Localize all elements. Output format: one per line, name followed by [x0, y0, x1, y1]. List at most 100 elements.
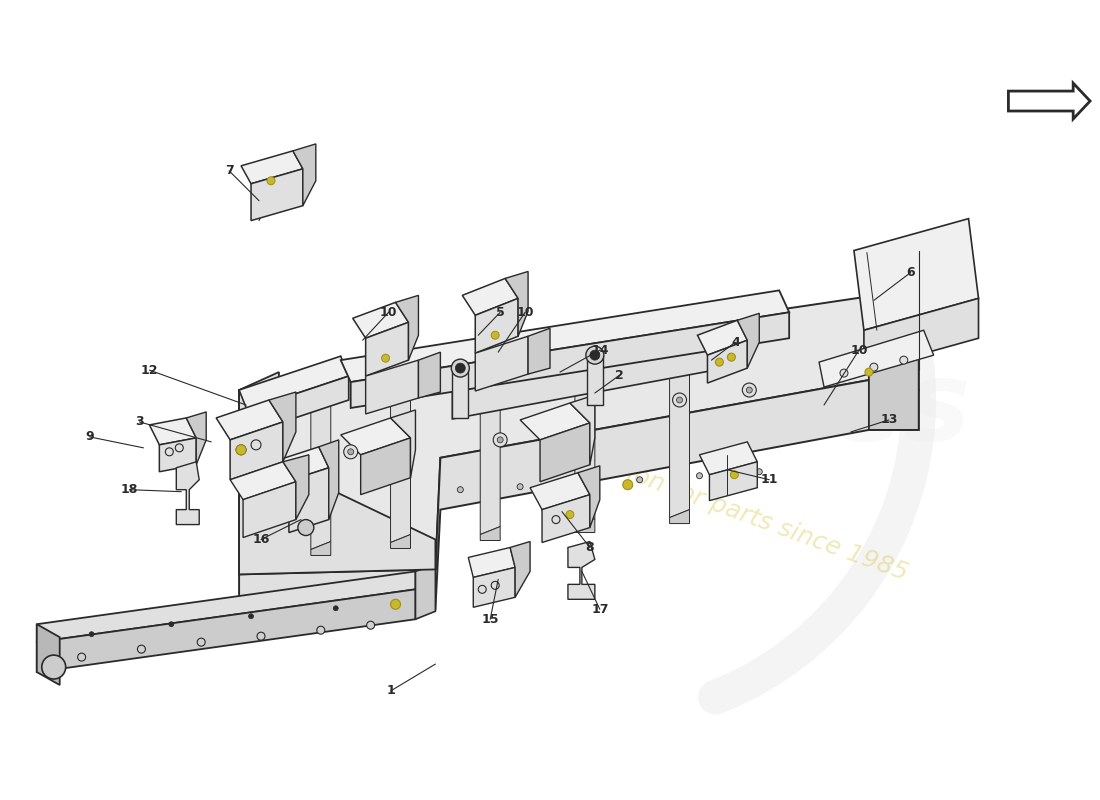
- Circle shape: [757, 469, 762, 474]
- Text: 6: 6: [906, 266, 915, 279]
- Polygon shape: [697, 320, 747, 355]
- Polygon shape: [248, 376, 349, 434]
- Circle shape: [249, 614, 253, 618]
- Polygon shape: [520, 403, 590, 440]
- Polygon shape: [707, 340, 747, 383]
- Polygon shape: [440, 316, 741, 392]
- Circle shape: [563, 485, 573, 494]
- Polygon shape: [361, 438, 410, 494]
- Circle shape: [42, 655, 66, 679]
- Text: 5: 5: [496, 306, 505, 319]
- Polygon shape: [670, 510, 690, 523]
- Text: 2: 2: [615, 369, 624, 382]
- Text: 3: 3: [135, 415, 144, 429]
- Polygon shape: [353, 302, 408, 338]
- Circle shape: [257, 632, 265, 640]
- Text: 15: 15: [482, 613, 499, 626]
- Text: 4: 4: [732, 336, 739, 349]
- Polygon shape: [186, 412, 206, 465]
- Circle shape: [138, 645, 145, 653]
- Polygon shape: [230, 422, 283, 480]
- Polygon shape: [311, 402, 331, 550]
- Polygon shape: [239, 465, 436, 574]
- Polygon shape: [670, 370, 690, 518]
- Circle shape: [333, 606, 338, 610]
- Circle shape: [89, 632, 95, 637]
- Polygon shape: [283, 455, 309, 519]
- Polygon shape: [160, 438, 196, 472]
- Circle shape: [865, 368, 873, 376]
- Polygon shape: [390, 534, 410, 549]
- Circle shape: [492, 582, 499, 590]
- Circle shape: [382, 354, 389, 362]
- Polygon shape: [365, 360, 418, 414]
- Polygon shape: [737, 314, 759, 368]
- Circle shape: [672, 393, 686, 407]
- Polygon shape: [36, 571, 416, 642]
- Text: 7: 7: [224, 164, 233, 178]
- Circle shape: [623, 480, 632, 490]
- Polygon shape: [575, 518, 595, 533]
- Polygon shape: [700, 442, 757, 474]
- Polygon shape: [452, 368, 469, 418]
- Polygon shape: [869, 296, 918, 430]
- Circle shape: [565, 510, 574, 518]
- Circle shape: [455, 363, 465, 373]
- Circle shape: [175, 444, 184, 452]
- Polygon shape: [176, 462, 199, 525]
- Text: 18: 18: [121, 483, 139, 496]
- Circle shape: [78, 653, 86, 661]
- Polygon shape: [217, 400, 283, 440]
- Polygon shape: [469, 547, 515, 578]
- Polygon shape: [365, 322, 408, 376]
- Polygon shape: [239, 296, 918, 574]
- Polygon shape: [481, 387, 500, 534]
- Polygon shape: [279, 447, 329, 481]
- Text: 16: 16: [252, 533, 270, 546]
- Polygon shape: [396, 295, 418, 360]
- Circle shape: [197, 638, 206, 646]
- Circle shape: [586, 346, 604, 364]
- Polygon shape: [854, 218, 979, 330]
- Circle shape: [576, 481, 583, 486]
- Polygon shape: [820, 330, 934, 387]
- Polygon shape: [390, 395, 410, 542]
- Polygon shape: [575, 379, 595, 526]
- Polygon shape: [239, 400, 279, 490]
- Polygon shape: [230, 462, 296, 500]
- Circle shape: [715, 358, 724, 366]
- Circle shape: [746, 387, 752, 393]
- Circle shape: [493, 433, 507, 447]
- Circle shape: [298, 519, 314, 535]
- Circle shape: [742, 383, 757, 397]
- Circle shape: [492, 331, 499, 339]
- Polygon shape: [528, 328, 550, 374]
- Circle shape: [451, 359, 470, 377]
- Polygon shape: [241, 151, 302, 184]
- Text: 17: 17: [591, 602, 608, 616]
- Polygon shape: [416, 565, 436, 619]
- Text: eurospares: eurospares: [268, 357, 971, 463]
- Text: 10: 10: [516, 306, 534, 319]
- Polygon shape: [570, 395, 595, 465]
- Polygon shape: [475, 336, 528, 391]
- Polygon shape: [473, 567, 515, 607]
- Polygon shape: [568, 542, 595, 599]
- Circle shape: [727, 353, 736, 361]
- Polygon shape: [510, 542, 530, 598]
- Circle shape: [236, 445, 246, 455]
- Circle shape: [870, 363, 878, 371]
- Text: 9: 9: [86, 430, 94, 443]
- Circle shape: [390, 599, 400, 610]
- Polygon shape: [452, 338, 741, 419]
- Polygon shape: [505, 271, 528, 336]
- Circle shape: [478, 586, 486, 594]
- Polygon shape: [293, 144, 316, 206]
- Polygon shape: [587, 355, 603, 405]
- Polygon shape: [36, 624, 59, 685]
- Circle shape: [458, 486, 463, 493]
- Text: 8: 8: [585, 541, 594, 554]
- Text: 14: 14: [591, 344, 608, 357]
- Polygon shape: [578, 466, 600, 527]
- Polygon shape: [530, 473, 590, 510]
